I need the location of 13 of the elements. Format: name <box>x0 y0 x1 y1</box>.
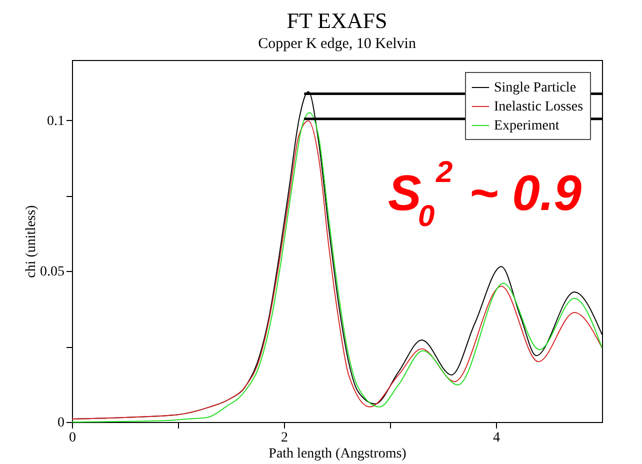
chart-title: FT EXAFS <box>286 8 388 33</box>
legend-label: Single Particle <box>494 80 576 96</box>
y-tick-label: 0.1 <box>47 114 64 129</box>
x-tick-label: 2 <box>281 430 288 446</box>
y-tick-label: 0.05 <box>40 264 64 280</box>
legend-label: Inelastic Losses <box>494 100 584 114</box>
y-tick-label: 0 <box>58 416 64 430</box>
x-axis-title: Path length (Angstroms) <box>268 446 407 462</box>
y-axis-title: chi (unitless) <box>24 204 39 278</box>
x-tick-label: 4 <box>493 430 500 446</box>
chart-subtitle: Copper K edge, 10 Kelvin <box>258 36 416 52</box>
x-tick-label: 0 <box>69 430 76 446</box>
legend-label: Experiment <box>494 118 560 134</box>
